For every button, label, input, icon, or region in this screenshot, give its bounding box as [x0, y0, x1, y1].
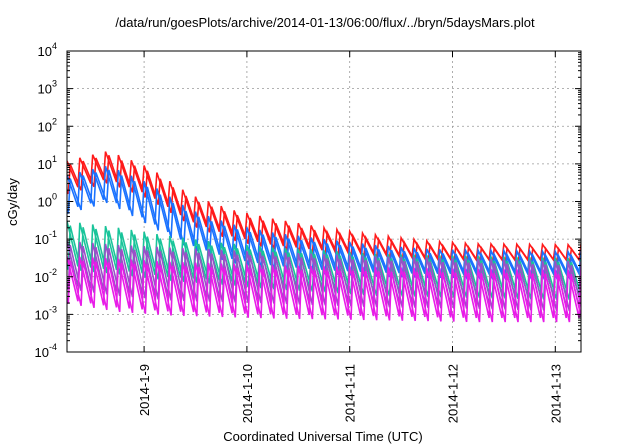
x-axis-label: Coordinated Universal Time (UTC) — [223, 429, 422, 444]
series-1 — [67, 151, 581, 267]
y-tick-label: 102 — [38, 116, 57, 134]
series-layer — [67, 151, 581, 323]
x-tick-label: 2014-1-11 — [343, 364, 358, 422]
chart-title: /data/run/goesPlots/archive/2014-01-13/0… — [115, 15, 535, 30]
y-tick-label: 100 — [38, 192, 57, 210]
series-5-line — [67, 256, 581, 319]
y-axis-label: cGy/day — [5, 178, 20, 226]
x-tick-label: 2014-1-12 — [446, 364, 461, 423]
y-tick-label: 101 — [38, 154, 57, 172]
y-tick-label: 104 — [38, 41, 57, 59]
y-tick-label: 10-1 — [35, 229, 57, 247]
ticks: 10-4 10-3 10-2 10-1 100 101 102 103 104 2014-1-9 2… — [35, 41, 581, 423]
x-tick-label: 2014-1-9 — [137, 364, 152, 416]
series-5-line — [67, 260, 581, 323]
x-tick-label: 2014-1-13 — [548, 364, 563, 423]
y-tick-label: 10-3 — [35, 304, 57, 322]
y-tick-label: 103 — [38, 79, 57, 97]
series-2-line — [67, 165, 581, 277]
x-tick-label: 2014-1-10 — [240, 364, 255, 423]
y-tick-label: 10-2 — [35, 267, 57, 285]
y-tick-label: 10-4 — [35, 342, 57, 360]
series-5 — [67, 256, 581, 323]
